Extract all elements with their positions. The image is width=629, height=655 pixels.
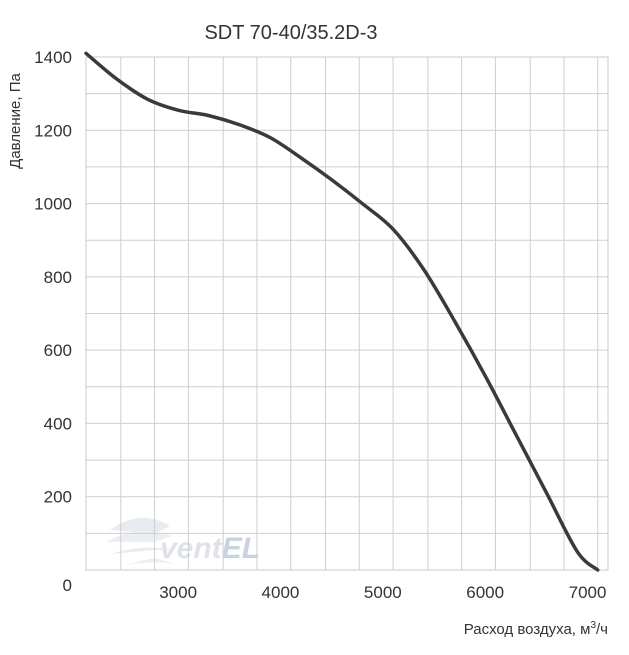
pressure-curve-line	[84, 51, 600, 572]
watermark-text: ventEL	[160, 532, 260, 565]
x-tick-labels: 3000 4000 5000 6000 7000	[159, 583, 606, 602]
y-tick-label: 200	[44, 488, 72, 507]
y-tick-label: 0	[63, 576, 72, 595]
y-axis-label: Давление, Па	[7, 73, 24, 169]
y-tick-labels: 0 200 400 600 800 1000 1200 1400	[34, 48, 72, 595]
y-tick-label: 1400	[34, 48, 72, 67]
y-tick-label: 400	[44, 414, 72, 433]
x-tick-label: 3000	[159, 583, 197, 602]
series-layer	[84, 51, 600, 572]
chart-title: SDT 70-40/35.2D-3	[204, 22, 377, 44]
y-tick-label: 600	[44, 341, 72, 360]
x-tick-label: 4000	[262, 583, 300, 602]
x-tick-label: 5000	[364, 583, 402, 602]
x-tick-label: 7000	[569, 583, 607, 602]
x-tick-label: 6000	[466, 583, 504, 602]
grid	[85, 56, 608, 571]
plot-area-border	[85, 56, 609, 571]
y-tick-label: 1200	[34, 121, 72, 140]
plot-border	[85, 56, 609, 571]
y-tick-label: 800	[44, 268, 72, 287]
x-axis-label: Расход воздуха, м3/ч	[464, 620, 608, 638]
y-tick-label: 1000	[34, 195, 72, 214]
watermark: ventEL	[106, 517, 260, 566]
